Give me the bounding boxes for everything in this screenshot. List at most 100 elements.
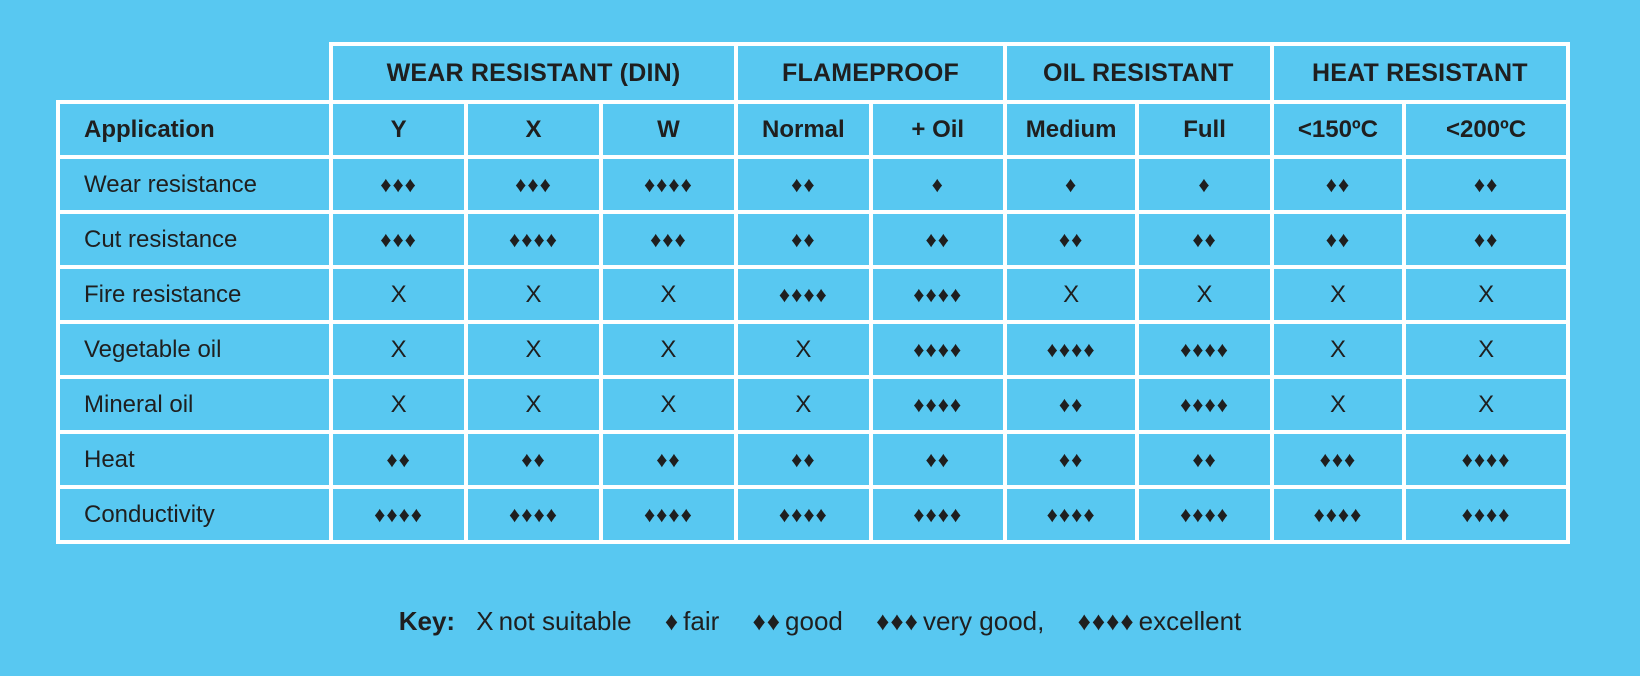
table-row: Vegetable oil X X X X ♦♦♦♦ ♦♦♦♦ ♦♦♦♦ X X bbox=[56, 320, 1570, 379]
rating-cell-below-150c: ♦♦♦ bbox=[1269, 430, 1407, 489]
key-item-fair: ♦ fair bbox=[665, 606, 719, 636]
key-symbol-very-good: ♦♦♦ bbox=[876, 606, 919, 636]
rating-cell-y: X bbox=[328, 265, 469, 324]
column-header-x: X bbox=[464, 100, 603, 159]
rating-cell-plus-oil: ♦♦♦♦ bbox=[868, 485, 1007, 544]
key-label-not-suitable: not suitable bbox=[498, 606, 632, 636]
rating-cell-x: ♦♦♦♦ bbox=[464, 210, 603, 269]
column-header-w: W bbox=[598, 100, 739, 159]
column-header-normal: Normal bbox=[734, 100, 873, 159]
key-symbol-excellent: ♦♦♦♦ bbox=[1077, 606, 1135, 636]
rating-cell-y: ♦♦♦♦ bbox=[328, 485, 469, 544]
key-label-excellent: excellent bbox=[1138, 606, 1242, 636]
rating-cell-full: ♦♦♦♦ bbox=[1135, 375, 1274, 434]
rating-cell-full: X bbox=[1135, 265, 1274, 324]
application-cell: Heat bbox=[56, 430, 333, 489]
key-item-very-good: ♦♦♦ very good, bbox=[876, 606, 1044, 636]
rating-cell-full: ♦♦♦♦ bbox=[1135, 320, 1274, 379]
column-header-y: Y bbox=[328, 100, 469, 159]
rating-cell-medium: ♦♦ bbox=[1002, 375, 1140, 434]
group-header-oil-resistant: OIL RESISTANT bbox=[1002, 42, 1274, 104]
column-header-medium: Medium bbox=[1002, 100, 1140, 159]
rating-cell-full: ♦♦ bbox=[1135, 430, 1274, 489]
rating-cell-full: ♦♦♦♦ bbox=[1135, 485, 1274, 544]
table-row: Fire resistance X X X ♦♦♦♦ ♦♦♦♦ X X X X bbox=[56, 265, 1570, 324]
table-row: Mineral oil X X X X ♦♦♦♦ ♦♦ ♦♦♦♦ X X bbox=[56, 375, 1570, 434]
rating-cell-w: X bbox=[598, 320, 739, 379]
application-cell: Conductivity bbox=[56, 485, 333, 544]
key-label-fair: fair bbox=[683, 606, 720, 636]
rating-cell-y: ♦♦♦ bbox=[328, 210, 469, 269]
rating-cell-x: X bbox=[464, 375, 603, 434]
application-cell: Wear resistance bbox=[56, 155, 333, 214]
rating-cell-normal: X bbox=[734, 375, 873, 434]
group-header-flameproof: FLAMEPROOF bbox=[734, 42, 1007, 104]
group-header-empty-cell bbox=[58, 44, 331, 102]
rating-cell-normal: ♦♦ bbox=[734, 430, 873, 489]
rating-cell-below-200c: X bbox=[1402, 265, 1570, 324]
rating-cell-y: ♦♦ bbox=[328, 430, 469, 489]
rating-cell-below-150c: X bbox=[1269, 265, 1407, 324]
rating-cell-below-150c: ♦♦♦♦ bbox=[1269, 485, 1407, 544]
application-cell: Vegetable oil bbox=[56, 320, 333, 379]
rating-cell-full: ♦♦ bbox=[1135, 210, 1274, 269]
column-header-plus-oil: + Oil bbox=[868, 100, 1007, 159]
key-title: Key: bbox=[398, 606, 456, 636]
table-row: Cut resistance ♦♦♦ ♦♦♦♦ ♦♦♦ ♦♦ ♦♦ ♦♦ ♦♦ ♦♦ ♦♦ bbox=[56, 210, 1570, 269]
rating-cell-w: ♦♦♦ bbox=[598, 210, 739, 269]
rating-cell-plus-oil: ♦♦ bbox=[868, 430, 1007, 489]
application-cell: Mineral oil bbox=[56, 375, 333, 434]
table-row: Heat ♦♦ ♦♦ ♦♦ ♦♦ ♦♦ ♦♦ ♦♦ ♦♦♦ ♦♦♦♦ bbox=[56, 430, 1570, 489]
rating-cell-below-200c: ♦♦♦♦ bbox=[1402, 485, 1570, 544]
application-cell: Fire resistance bbox=[56, 265, 333, 324]
rating-cell-medium: X bbox=[1002, 265, 1140, 324]
key-item-excellent: ♦♦♦♦ excellent bbox=[1078, 606, 1242, 636]
column-header-full: Full bbox=[1135, 100, 1274, 159]
rating-cell-w: X bbox=[598, 375, 739, 434]
table-row: Wear resistance ♦♦♦ ♦♦♦ ♦♦♦♦ ♦♦ ♦ ♦ ♦ ♦♦ ♦♦ bbox=[56, 155, 1570, 214]
rating-cell-medium: ♦♦ bbox=[1002, 430, 1140, 489]
key-label-good: good bbox=[785, 606, 843, 636]
rating-cell-full: ♦ bbox=[1135, 155, 1274, 214]
rating-cell-y: X bbox=[328, 375, 469, 434]
key-symbol-not-suitable: X bbox=[476, 606, 495, 636]
rating-cell-plus-oil: ♦ bbox=[868, 155, 1007, 214]
rating-cell-plus-oil: ♦♦ bbox=[868, 210, 1007, 269]
rating-cell-below-200c: ♦♦♦♦ bbox=[1402, 430, 1570, 489]
rating-cell-plus-oil: ♦♦♦♦ bbox=[868, 320, 1007, 379]
key-item-good: ♦♦ good bbox=[753, 606, 843, 636]
column-header-below-150c: <150ºC bbox=[1269, 100, 1407, 159]
rating-cell-plus-oil: ♦♦♦♦ bbox=[868, 265, 1007, 324]
rating-cell-w: X bbox=[598, 265, 739, 324]
rating-cell-below-150c: ♦♦ bbox=[1269, 155, 1407, 214]
rating-cell-plus-oil: ♦♦♦♦ bbox=[868, 375, 1007, 434]
key-symbol-good: ♦♦ bbox=[752, 606, 782, 636]
rating-cell-normal: ♦♦♦♦ bbox=[734, 485, 873, 544]
rating-cell-w: ♦♦♦♦ bbox=[598, 155, 739, 214]
rating-cell-below-200c: X bbox=[1402, 375, 1570, 434]
rating-cell-below-200c: X bbox=[1402, 320, 1570, 379]
rating-cell-below-150c: X bbox=[1269, 375, 1407, 434]
rating-cell-medium: ♦ bbox=[1002, 155, 1140, 214]
rating-cell-below-200c: ♦♦ bbox=[1402, 155, 1570, 214]
rating-cell-medium: ♦♦♦♦ bbox=[1002, 485, 1140, 544]
rating-cell-below-150c: ♦♦ bbox=[1269, 210, 1407, 269]
rating-cell-below-200c: ♦♦ bbox=[1402, 210, 1570, 269]
column-header-application: Application bbox=[56, 100, 333, 159]
rating-cell-normal: ♦♦♦♦ bbox=[734, 265, 873, 324]
table-row: Conductivity ♦♦♦♦ ♦♦♦♦ ♦♦♦♦ ♦♦♦♦ ♦♦♦♦ ♦♦♦♦ ♦♦♦♦… bbox=[56, 485, 1570, 544]
rating-cell-normal: ♦♦ bbox=[734, 155, 873, 214]
column-header-below-200c: <200ºC bbox=[1402, 100, 1570, 159]
application-cell: Cut resistance bbox=[56, 210, 333, 269]
rating-cell-w: ♦♦♦♦ bbox=[598, 485, 739, 544]
rating-cell-normal: ♦♦ bbox=[734, 210, 873, 269]
rating-cell-w: ♦♦ bbox=[598, 430, 739, 489]
group-header-row: WEAR RESISTANT (DIN) FLAMEPROOF OIL RESI… bbox=[58, 42, 1571, 104]
rating-cell-x: ♦♦ bbox=[464, 430, 603, 489]
rating-cell-medium: ♦♦♦♦ bbox=[1002, 320, 1140, 379]
rating-cell-y: ♦♦♦ bbox=[328, 155, 469, 214]
rating-cell-x: X bbox=[464, 265, 603, 324]
table-body: Wear resistance ♦♦♦ ♦♦♦ ♦♦♦♦ ♦♦ ♦ ♦ ♦ ♦♦ ♦♦ Cut re… bbox=[56, 155, 1570, 544]
group-header-wear-resistant: WEAR RESISTANT (DIN) bbox=[328, 42, 739, 104]
